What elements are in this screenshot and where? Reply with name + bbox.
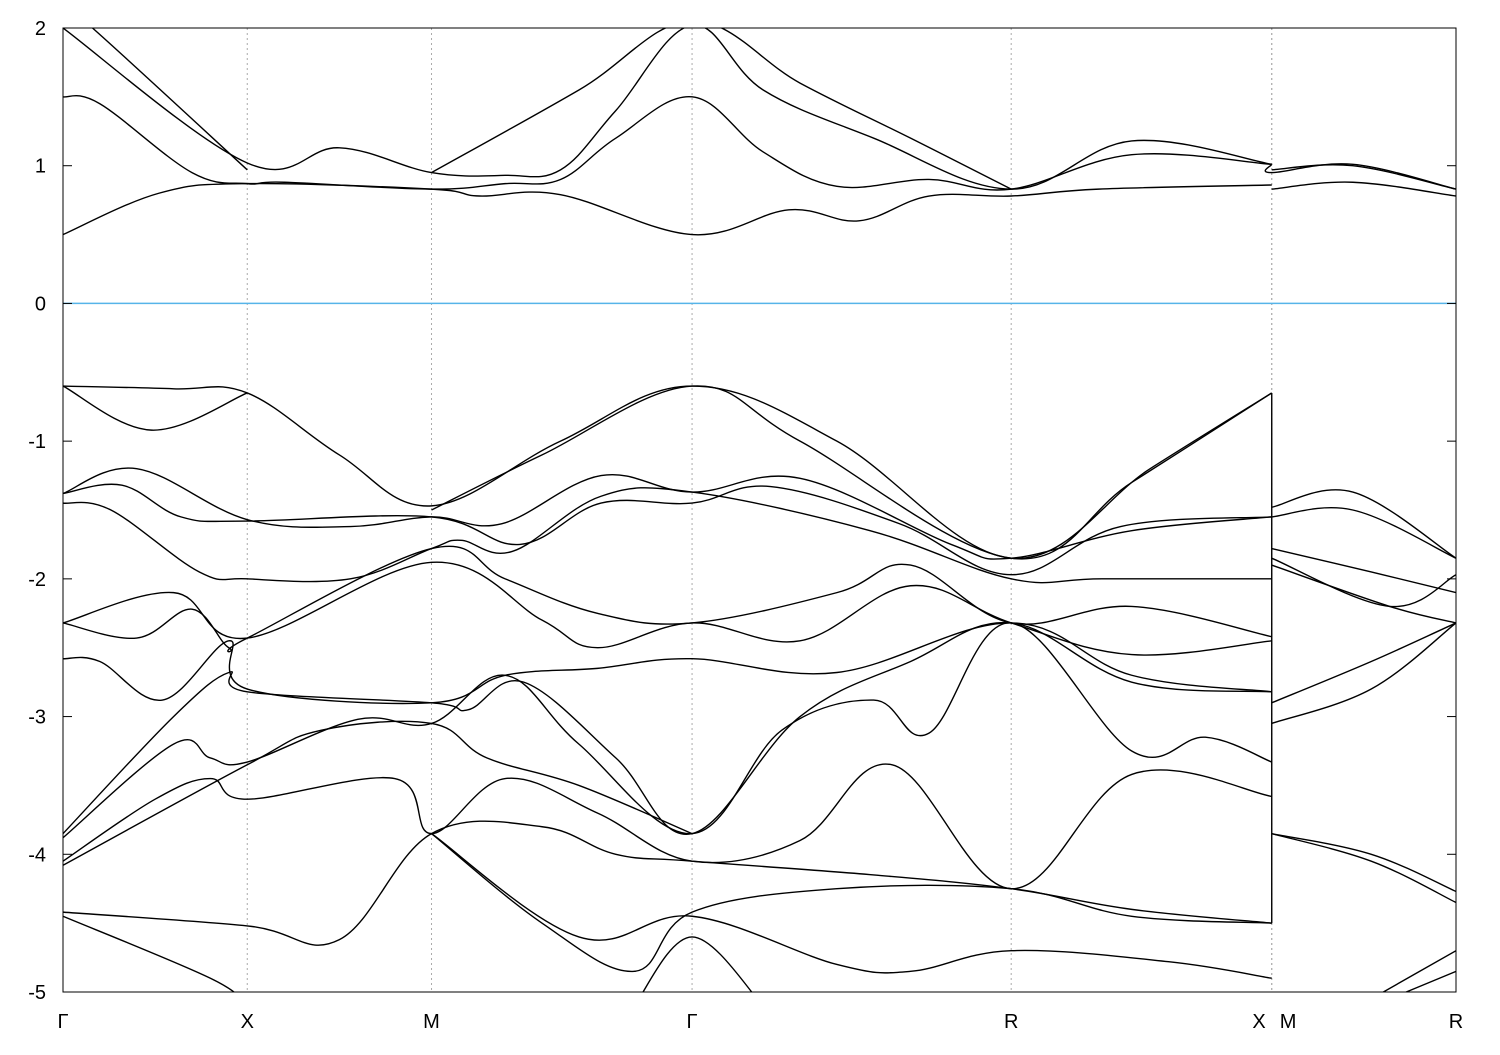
band-line-6 [1271, 181, 1456, 197]
band-line-18 [63, 622, 1272, 839]
y-tick-label: 2 [35, 18, 46, 40]
band-line-27 [1271, 489, 1456, 559]
band-line-0 [63, 182, 1272, 236]
band-line-13 [63, 487, 1272, 584]
band-line-7 [1271, 164, 1456, 190]
x-tick-label: Γ [687, 1011, 698, 1033]
band-line-35 [1271, 832, 1456, 904]
band-line-3 [91, 28, 248, 171]
y-tick-label: -2 [28, 569, 46, 591]
band-line-4 [431, 28, 1012, 190]
x-tick-label: M [423, 1011, 440, 1033]
x-tick-label: X [241, 1011, 254, 1033]
band-line-30 [1271, 557, 1456, 608]
y-tick-label: -4 [28, 844, 46, 866]
y-tick-label: -1 [28, 431, 46, 453]
band-line-21 [63, 820, 1272, 946]
band-line-15 [63, 545, 1272, 653]
y-tick-label: -5 [28, 982, 46, 1004]
y-tick-label: -3 [28, 707, 46, 729]
band-line-32 [1271, 622, 1456, 704]
band-line-2 [63, 28, 1272, 190]
band-line-23 [63, 915, 236, 992]
band-line-37 [1404, 970, 1456, 992]
bands [63, 28, 1456, 992]
band-line-17 [63, 621, 1272, 835]
band-line-10 [431, 385, 1273, 560]
band-line-12 [63, 483, 1272, 576]
band-line-20 [63, 720, 693, 866]
y-axis: -5 -4 -3 -2 -1 0 1 2 [28, 18, 1456, 1004]
band-line-28 [1271, 507, 1456, 559]
x-tick-label: M [1280, 1011, 1297, 1033]
plot-frame [62, 27, 1457, 993]
y-tick-label: 1 [35, 156, 46, 178]
band-line-24 [431, 833, 1272, 979]
band-line-8 [63, 385, 1273, 559]
band-line-31 [1271, 564, 1456, 624]
band-line-14 [63, 561, 1272, 656]
band-line-22 [431, 833, 1272, 973]
y-tick-label: 0 [35, 293, 46, 315]
band-line-16 [63, 622, 1272, 705]
band-line-9 [63, 385, 248, 431]
band-line-11 [63, 467, 1272, 560]
kpoint-gridlines [246, 28, 1273, 992]
band-line-33 [1271, 622, 1456, 725]
band-line-34 [1271, 832, 1456, 893]
band-line-1 [63, 94, 1272, 191]
x-tick-label: R [1449, 1011, 1463, 1033]
band-line-29 [1271, 547, 1456, 594]
band-line-25 [642, 936, 753, 992]
x-tick-label: Γ [57, 1011, 68, 1033]
band-line-19 [63, 763, 1272, 890]
band-line-36 [1381, 950, 1456, 992]
x-tick-label: X [1252, 1011, 1265, 1033]
x-tick-label: R [1004, 1011, 1018, 1033]
